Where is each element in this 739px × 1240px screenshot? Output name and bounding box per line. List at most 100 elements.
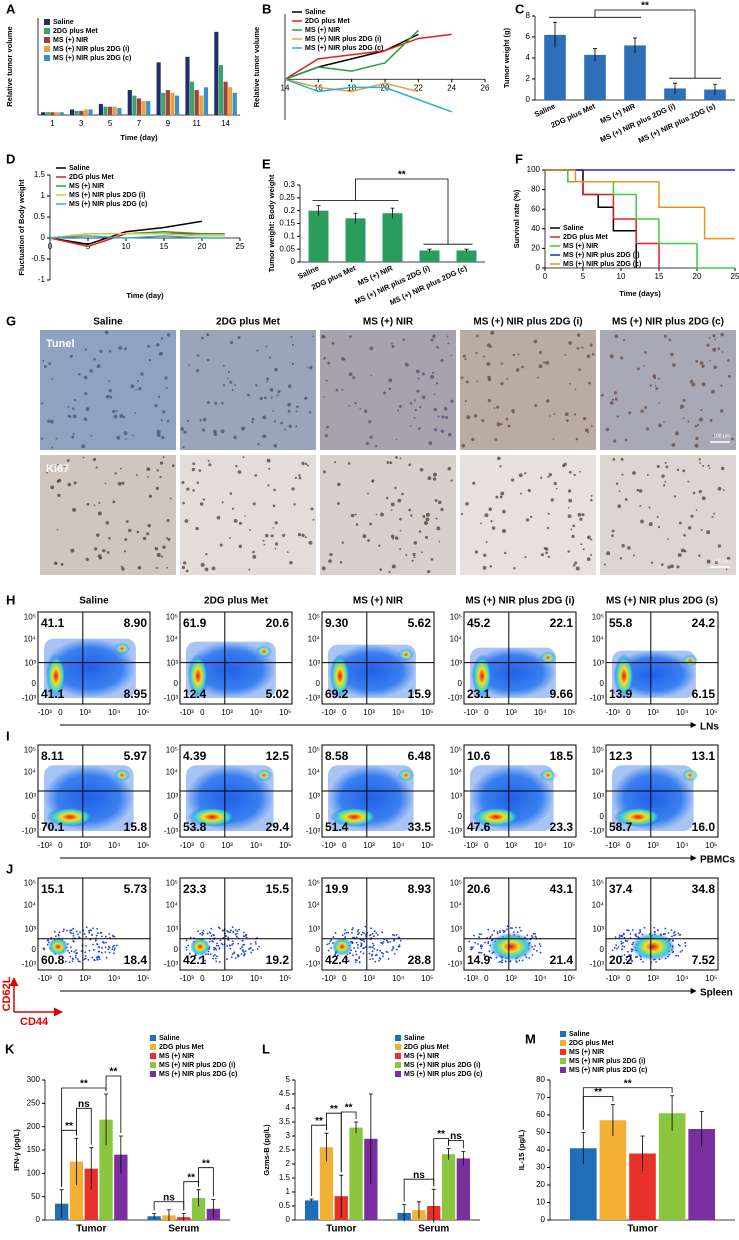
y-tick-label: -10³	[590, 694, 605, 703]
stained-cell	[229, 537, 231, 539]
stained-cell	[423, 521, 428, 526]
stained-cell	[726, 359, 730, 362]
quadrant-value: 15.9	[408, 687, 432, 701]
y-tick-label: -1	[38, 275, 46, 284]
stained-cell	[234, 384, 237, 386]
y-tick-label: 50	[31, 1192, 40, 1201]
event	[364, 946, 367, 949]
stained-cell	[196, 369, 200, 373]
stained-cell	[430, 558, 434, 561]
event	[638, 932, 640, 935]
error-bar	[368, 1093, 373, 1184]
event	[329, 940, 332, 943]
y-tick-label: 50	[536, 1128, 545, 1137]
event	[615, 944, 618, 947]
event	[518, 926, 521, 929]
event	[88, 929, 91, 932]
column-title: 2DG plus Met	[216, 317, 281, 328]
stained-cell	[216, 515, 221, 520]
stained-cell	[56, 528, 59, 531]
stained-cell	[162, 410, 166, 414]
micrograph	[460, 330, 596, 450]
stained-cell	[721, 351, 724, 353]
stained-cell	[121, 481, 125, 485]
event	[363, 946, 365, 949]
bar	[112, 106, 117, 115]
bar	[45, 112, 50, 115]
event	[69, 931, 72, 934]
event	[69, 946, 72, 949]
x-tick-label: 10³	[363, 708, 375, 717]
density-core	[46, 807, 94, 827]
stained-cell	[513, 566, 516, 570]
event	[193, 954, 196, 957]
stained-cell	[674, 431, 679, 436]
y-tick-label: 10⁴	[592, 635, 605, 644]
stained-cell	[211, 566, 216, 571]
stained-cell	[655, 387, 659, 390]
event	[354, 950, 357, 953]
stained-cell	[286, 551, 289, 554]
event	[393, 939, 395, 942]
stained-cell	[515, 368, 520, 372]
stained-cell	[274, 521, 278, 525]
event	[368, 946, 371, 948]
stained-cell	[502, 509, 506, 514]
quadrant-value: 5.62	[408, 616, 432, 630]
event	[234, 933, 237, 936]
stained-cell	[108, 388, 112, 393]
stained-cell	[213, 432, 218, 437]
stained-cell	[347, 462, 351, 465]
stained-cell	[418, 530, 422, 533]
event	[236, 954, 239, 956]
stained-cell	[289, 560, 293, 565]
stained-cell	[349, 335, 352, 338]
event	[208, 940, 211, 943]
x-tick-label: -10³	[606, 974, 621, 983]
x-tick-label: 15	[655, 272, 664, 281]
x-tick-label: 25	[236, 242, 245, 251]
event	[374, 954, 377, 957]
y-tick-label: 0.5	[34, 212, 46, 221]
y-tick-label: 10⁴	[166, 635, 179, 644]
stained-cell	[259, 396, 263, 401]
stained-cell	[489, 565, 493, 568]
event	[355, 959, 358, 961]
y-tick-label: 4	[286, 1103, 291, 1112]
stained-cell	[566, 420, 569, 423]
event	[625, 958, 628, 961]
stained-cell	[136, 473, 138, 476]
stained-cell	[90, 434, 93, 437]
stained-cell	[573, 473, 576, 477]
event	[258, 945, 260, 948]
stained-cell	[720, 409, 724, 413]
stained-cell	[409, 425, 412, 427]
stained-cell	[420, 551, 423, 554]
event	[92, 949, 95, 951]
event	[480, 933, 483, 936]
legend-label: MS (+) NIR	[159, 1053, 194, 1060]
x-tick-label: 25	[731, 272, 739, 281]
bar	[41, 112, 46, 115]
event	[85, 945, 87, 947]
event	[215, 948, 218, 951]
event	[626, 940, 629, 942]
event	[87, 958, 90, 961]
stained-cell	[273, 443, 278, 448]
event	[327, 949, 330, 952]
stained-cell	[464, 358, 467, 361]
stained-cell	[692, 491, 696, 495]
event	[326, 943, 329, 946]
stained-cell	[425, 512, 430, 517]
event	[364, 925, 367, 928]
bar	[199, 95, 204, 115]
stained-cell	[196, 481, 200, 484]
stained-cell	[312, 335, 315, 338]
event	[242, 950, 245, 953]
x-tick-label: 20	[198, 242, 207, 251]
error-bar	[74, 1137, 79, 1185]
x-tick-label: 10⁴	[534, 708, 547, 717]
density-core	[188, 654, 208, 698]
stained-cell	[621, 473, 624, 476]
event	[389, 940, 391, 943]
